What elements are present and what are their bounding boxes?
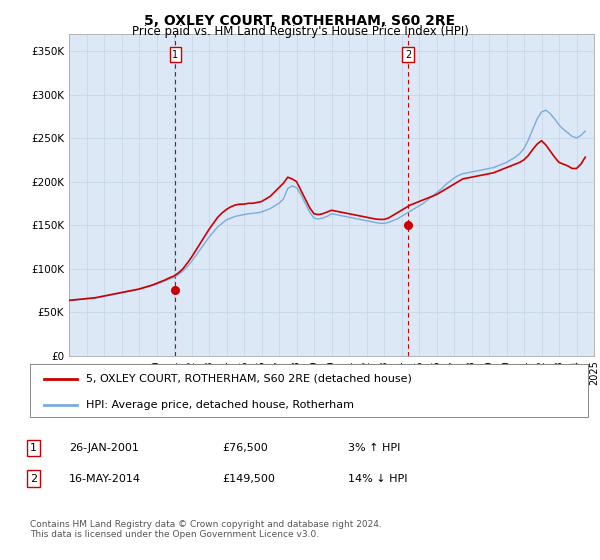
Text: 3% ↑ HPI: 3% ↑ HPI [348,443,400,453]
Text: 2: 2 [405,49,411,59]
Text: 5, OXLEY COURT, ROTHERHAM, S60 2RE: 5, OXLEY COURT, ROTHERHAM, S60 2RE [145,14,455,28]
Text: 26-JAN-2001: 26-JAN-2001 [69,443,139,453]
Text: HPI: Average price, detached house, Rotherham: HPI: Average price, detached house, Roth… [86,400,354,410]
Text: £149,500: £149,500 [222,474,275,484]
Text: 2: 2 [30,474,37,484]
Text: £76,500: £76,500 [222,443,268,453]
Text: Contains HM Land Registry data © Crown copyright and database right 2024.
This d: Contains HM Land Registry data © Crown c… [30,520,382,539]
Text: 14% ↓ HPI: 14% ↓ HPI [348,474,407,484]
Text: 16-MAY-2014: 16-MAY-2014 [69,474,141,484]
Text: Price paid vs. HM Land Registry's House Price Index (HPI): Price paid vs. HM Land Registry's House … [131,25,469,38]
Text: 1: 1 [30,443,37,453]
Text: 1: 1 [172,49,178,59]
Text: 5, OXLEY COURT, ROTHERHAM, S60 2RE (detached house): 5, OXLEY COURT, ROTHERHAM, S60 2RE (deta… [86,374,412,384]
